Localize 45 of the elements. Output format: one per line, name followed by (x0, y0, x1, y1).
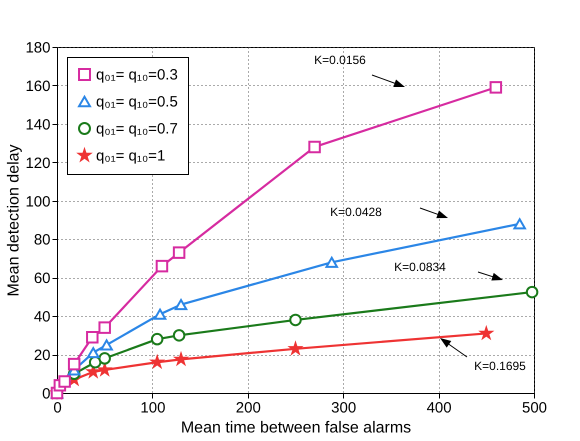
point (172, 329, 186, 342)
point (86, 331, 99, 344)
point (154, 308, 166, 320)
legend-label: q₀₁= q₁₀=0.5 (96, 94, 178, 110)
x-tick-label: 0 (53, 400, 62, 416)
point (156, 260, 168, 272)
legend-label: q₀₁= q₁₀=0.7 (96, 120, 178, 138)
y-tick-label: 180 (25, 40, 50, 56)
y-tick-label: 40 (34, 308, 50, 326)
annotation: K=0.0156 (314, 53, 366, 67)
legend-label: q₀₁= q₁₀=1 (96, 148, 166, 164)
annotation: K=0.0428 (330, 205, 382, 219)
x-tick-label: 100 (140, 400, 166, 416)
point (58, 375, 71, 388)
y-tick-label: 120 (25, 154, 50, 172)
point (526, 286, 538, 298)
point (172, 246, 186, 259)
x-tick-label: 400 (426, 400, 452, 416)
y-axis-title: Mean detection delay (5, 144, 22, 297)
point (98, 352, 111, 365)
point (513, 218, 526, 230)
x-tick-label: 200 (236, 400, 261, 416)
point (174, 299, 188, 310)
y-tick-label: 0 (42, 386, 50, 402)
y-tick-label: 140 (25, 116, 50, 134)
y-tick-label: 80 (34, 232, 50, 249)
y-tick-label: 60 (34, 270, 50, 288)
point (98, 321, 111, 334)
point (289, 314, 302, 326)
point (100, 339, 113, 350)
x-axis-title: Mean time between false alarms (180, 420, 412, 436)
annotation: K=0.0834 (394, 260, 446, 274)
y-tick-label: 100 (25, 193, 50, 210)
point (150, 332, 164, 346)
x-tick-label: 300 (331, 400, 356, 416)
legend-label: q₀₁= q₁₀=0.3 (96, 66, 178, 84)
point (490, 81, 502, 94)
y-tick-label: 160 (25, 78, 50, 95)
point (308, 140, 321, 154)
point (326, 256, 338, 268)
annotation: K=0.1695 (474, 359, 526, 373)
point (87, 347, 100, 358)
x-tick-label: 500 (522, 400, 548, 416)
y-tick-label: 20 (34, 347, 50, 364)
point (68, 358, 80, 370)
